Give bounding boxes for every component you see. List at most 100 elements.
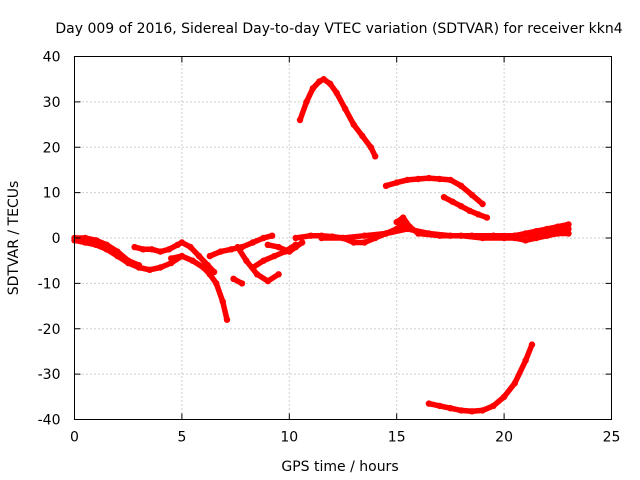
data-point [359,132,366,140]
data-point [565,221,572,228]
data-point [264,241,271,248]
data-series-layer [71,76,572,415]
data-point [307,232,314,239]
data-point [468,191,476,199]
data-point [350,121,357,128]
x-tick-label: 5 [177,430,186,446]
data-point [148,246,155,253]
x-tick-label: 20 [495,430,513,446]
data-point [303,98,310,106]
y-tick-label: -20 [38,322,61,338]
data-point [522,230,529,237]
data-point [447,405,454,412]
data-point [157,264,164,271]
data-point [468,408,476,415]
data-point [350,239,357,246]
y-tick-label: -40 [38,413,61,429]
data-point [264,277,271,285]
data-point [393,179,400,186]
data-point [299,239,306,246]
data-point [271,252,278,260]
data-point [131,243,138,251]
data-point [533,228,540,235]
axis-ticks: 0 5 10 15 20 25 40 30 20 10 0 -10 -20 -30 -40 [38,50,621,446]
x-tick-label: 0 [70,430,79,446]
chart-title: Day 009 of 2016, Sidereal Day-to-day VTE… [55,21,622,37]
data-point [449,198,456,205]
data-point [425,400,433,407]
data-point [457,232,465,239]
data-point [436,402,443,410]
data-point [292,243,299,251]
data-point [140,246,147,253]
data-point [326,80,334,87]
data-point [249,264,256,271]
data-point [425,174,433,182]
data-point [125,257,132,264]
data-point [490,402,497,410]
data-point [382,230,390,237]
x-tick-label: 10 [280,430,298,446]
data-point [187,243,194,251]
data-point [415,230,422,237]
data-point [103,241,110,248]
data-point [457,407,465,414]
series-arc-17 [426,341,535,415]
data-point [206,252,213,260]
data-point [217,248,224,255]
x-axis-label: GPS time / hours [281,459,398,475]
data-point [189,257,196,264]
data-point [533,234,540,242]
data-point [238,280,246,287]
data-point [243,257,250,264]
data-point [260,234,267,242]
data-point [500,234,508,242]
data-point [511,380,518,387]
data-point [92,237,100,244]
data-point [286,248,293,255]
y-tick-label: -30 [38,367,61,383]
data-point [195,252,203,260]
data-point [234,243,241,251]
y-tick-label: 10 [43,186,61,202]
data-point [320,76,327,83]
data-point [223,316,231,323]
data-point [114,248,121,255]
x-tick-label: 15 [388,430,406,446]
y-tick-label: 40 [43,50,61,66]
y-axis-label: SDTVAR / TECUs [6,181,22,296]
data-point [372,153,379,160]
data-point [82,234,89,242]
data-point [406,223,413,230]
data-point [178,252,186,260]
y-tick-label: -10 [38,276,61,292]
data-point [318,234,325,242]
data-point [275,243,282,251]
series-arc-4 [168,253,230,323]
data-point [200,264,207,271]
data-point [399,214,407,221]
data-point [475,211,482,218]
data-point [309,85,317,92]
data-point [511,232,518,239]
data-point [457,203,465,210]
data-point [522,237,529,244]
data-point [296,116,304,124]
data-point [146,266,153,273]
data-point [436,232,443,239]
data-point [367,144,375,151]
data-point [165,246,173,253]
data-point [554,230,561,237]
data-point [543,225,551,233]
data-point [479,407,486,414]
data-point [361,239,368,246]
data-point [565,230,572,237]
data-point [393,218,400,226]
data-point [228,246,235,253]
data-point [339,234,347,242]
y-tick-label: 20 [43,140,61,156]
data-point [404,176,411,184]
y-tick-label: 30 [43,95,61,111]
data-point [528,341,536,348]
